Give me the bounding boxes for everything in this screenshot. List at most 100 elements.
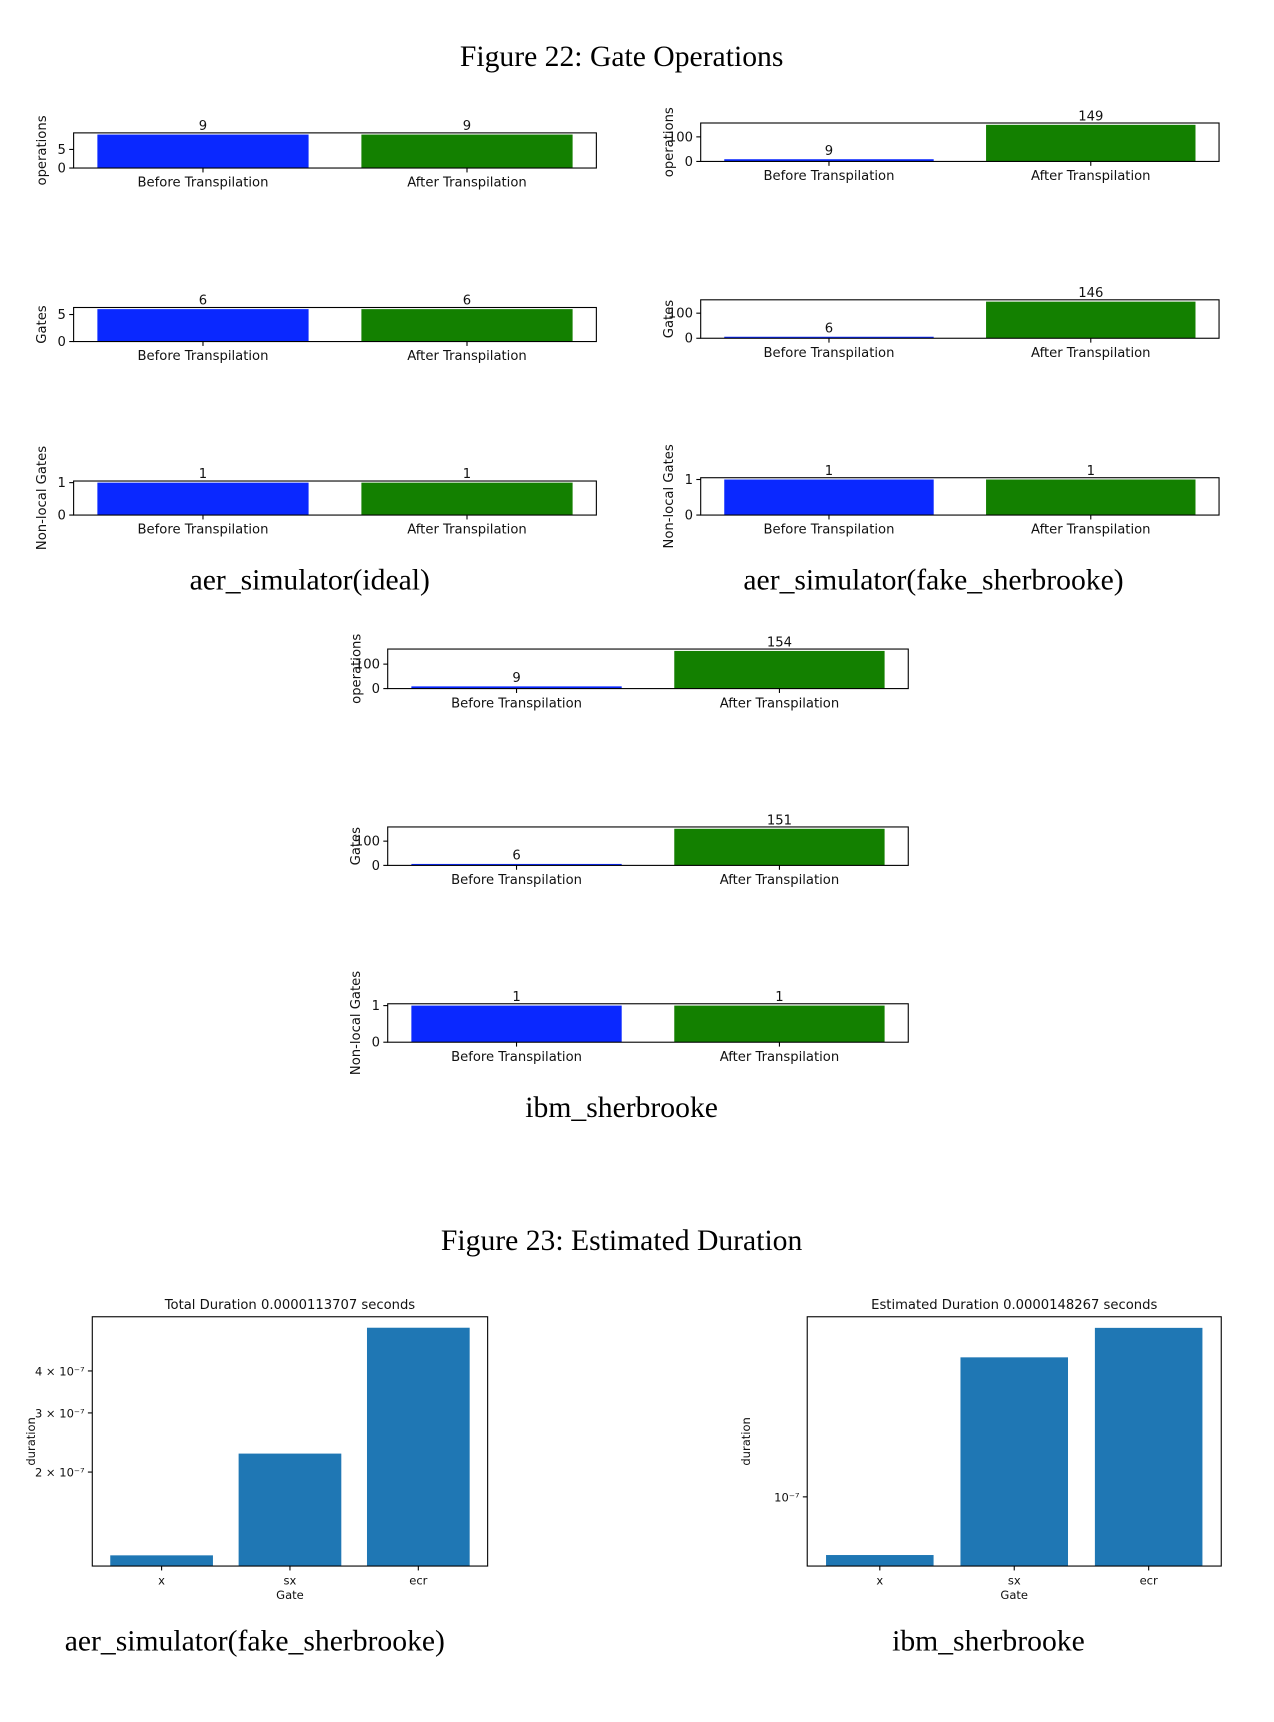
y-tick-label: 0 bbox=[685, 332, 693, 347]
subcaption: ibm_sherbrooke bbox=[525, 1092, 718, 1124]
y-tick-label: 100 bbox=[668, 307, 693, 322]
bar bbox=[724, 336, 934, 339]
bar bbox=[238, 1453, 342, 1567]
y-axis-label: operations bbox=[662, 107, 677, 177]
axes-frame bbox=[700, 299, 1220, 339]
x-tick-label: Before Transpilation bbox=[764, 169, 895, 184]
y-tick-label: 3 × 10⁻⁷ bbox=[35, 1406, 85, 1420]
y-axis-label: duration bbox=[24, 1417, 38, 1465]
x-tick-label: x bbox=[158, 1574, 165, 1588]
x-tick-label: After Transpilation bbox=[407, 176, 526, 191]
axes-frame bbox=[387, 826, 909, 866]
figure-caption: Figure 22: Gate Operations bbox=[460, 41, 784, 73]
bar bbox=[724, 159, 934, 162]
y-tick-label: 0 bbox=[685, 508, 693, 523]
x-tick-label: After Transpilation bbox=[1031, 169, 1150, 184]
x-tick-label: After Transpilation bbox=[407, 523, 526, 538]
value-label: 9 bbox=[825, 144, 833, 159]
value-label: 6 bbox=[199, 294, 207, 309]
y-tick-label: 0 bbox=[372, 859, 380, 874]
bar bbox=[361, 309, 573, 342]
y-axis-label: operations bbox=[35, 115, 50, 185]
y-tick-label: 5 bbox=[58, 143, 66, 158]
bar bbox=[674, 650, 885, 689]
y-tick-label: 1 bbox=[58, 476, 66, 491]
bar bbox=[361, 134, 573, 169]
axes-frame bbox=[700, 122, 1220, 162]
x-tick-label: After Transpilation bbox=[720, 1050, 839, 1065]
value-label: 151 bbox=[767, 813, 792, 828]
x-tick-label: Before Transpilation bbox=[764, 523, 895, 538]
bar bbox=[411, 863, 622, 866]
bar bbox=[960, 1357, 1069, 1567]
y-tick-label: 100 bbox=[355, 835, 380, 850]
x-tick-label: After Transpilation bbox=[720, 696, 839, 711]
y-axis-label: Non-local Gates bbox=[35, 446, 50, 550]
y-axis-label: operations bbox=[349, 634, 364, 704]
subcaption: aer_simulator(fake_sherbrooke) bbox=[65, 1626, 445, 1658]
bar bbox=[724, 479, 934, 516]
y-axis-label: Non-local Gates bbox=[662, 444, 677, 548]
axes-frame bbox=[387, 1003, 909, 1043]
x-tick-label: sx bbox=[1008, 1574, 1021, 1588]
chart-title: Total Duration 0.0000113707 seconds bbox=[164, 1298, 416, 1313]
y-axis-label: Non-local Gates bbox=[349, 971, 364, 1075]
x-tick-label: Before Transpilation bbox=[138, 349, 269, 364]
y-axis-label: duration bbox=[739, 1417, 753, 1465]
x-tick-label: ecr bbox=[409, 1574, 427, 1588]
axes-frame bbox=[806, 1316, 1222, 1567]
value-label: 9 bbox=[199, 119, 207, 134]
y-tick-label: 5 bbox=[58, 308, 66, 323]
axes-frame bbox=[91, 1316, 489, 1567]
subcaption: aer_simulator(fake_sherbrooke) bbox=[743, 565, 1123, 597]
value-label: 1 bbox=[1087, 464, 1095, 479]
x-tick-label: Before Transpilation bbox=[138, 176, 269, 191]
bar bbox=[411, 686, 622, 689]
bar bbox=[110, 1555, 213, 1567]
value-label: 1 bbox=[775, 990, 783, 1005]
y-tick-label: 100 bbox=[668, 130, 693, 145]
x-tick-label: sx bbox=[284, 1574, 297, 1588]
value-label: 6 bbox=[463, 294, 471, 309]
bar bbox=[674, 1005, 885, 1043]
y-tick-label: 0 bbox=[685, 155, 693, 170]
y-axis-label: Gates bbox=[35, 305, 50, 344]
bar bbox=[411, 1005, 622, 1043]
chart-title: Estimated Duration 0.0000148267 seconds bbox=[871, 1298, 1157, 1313]
x-axis-label: Gate bbox=[1000, 1588, 1028, 1602]
x-tick-label: ecr bbox=[1140, 1574, 1158, 1588]
subcaption: ibm_sherbrooke bbox=[892, 1626, 1085, 1658]
bar bbox=[826, 1555, 934, 1567]
value-label: 9 bbox=[512, 671, 520, 686]
value-label: 6 bbox=[825, 321, 833, 336]
y-tick-label: 0 bbox=[58, 161, 66, 176]
bar bbox=[1094, 1327, 1203, 1567]
bar bbox=[361, 482, 573, 516]
y-axis-label: Gates bbox=[349, 827, 364, 866]
axes-frame bbox=[387, 648, 909, 690]
x-tick-label: After Transpilation bbox=[1031, 346, 1150, 361]
y-tick-label: 100 bbox=[355, 658, 380, 673]
figure-caption: Figure 23: Estimated Duration bbox=[441, 1225, 803, 1257]
value-label: 149 bbox=[1078, 109, 1103, 124]
bar bbox=[674, 828, 885, 866]
bar bbox=[97, 309, 309, 342]
x-tick-label: After Transpilation bbox=[1031, 523, 1150, 538]
x-tick-label: After Transpilation bbox=[720, 873, 839, 888]
x-tick-label: Before Transpilation bbox=[451, 1050, 582, 1065]
y-tick-label: 0 bbox=[58, 508, 66, 523]
value-label: 154 bbox=[767, 636, 792, 651]
x-tick-label: Before Transpilation bbox=[138, 523, 269, 538]
y-tick-label: 10⁻⁷ bbox=[774, 1490, 800, 1504]
x-tick-label: x bbox=[876, 1574, 883, 1588]
bar bbox=[366, 1327, 470, 1567]
axes-frame bbox=[73, 132, 597, 169]
value-label: 1 bbox=[463, 467, 471, 482]
y-tick-label: 1 bbox=[685, 473, 693, 488]
value-label: 1 bbox=[825, 464, 833, 479]
axes-frame bbox=[73, 480, 597, 516]
y-tick-label: 0 bbox=[372, 682, 380, 697]
subcaption: aer_simulator(ideal) bbox=[190, 565, 430, 597]
